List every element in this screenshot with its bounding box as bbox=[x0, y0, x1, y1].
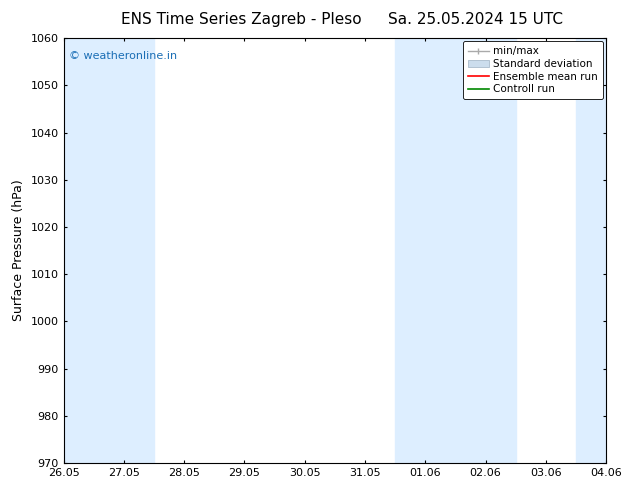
Bar bbox=[395, 38, 455, 463]
Legend: min/max, Standard deviation, Ensemble mean run, Controll run: min/max, Standard deviation, Ensemble me… bbox=[463, 41, 603, 99]
Text: Sa. 25.05.2024 15 UTC: Sa. 25.05.2024 15 UTC bbox=[388, 12, 563, 27]
Y-axis label: Surface Pressure (hPa): Surface Pressure (hPa) bbox=[12, 180, 25, 321]
Bar bbox=[94, 38, 154, 463]
Text: ENS Time Series Zagreb - Pleso: ENS Time Series Zagreb - Pleso bbox=[120, 12, 361, 27]
Text: © weatheronline.in: © weatheronline.in bbox=[69, 51, 177, 61]
Bar bbox=[455, 38, 515, 463]
Bar bbox=[63, 38, 94, 463]
Bar bbox=[576, 38, 634, 463]
